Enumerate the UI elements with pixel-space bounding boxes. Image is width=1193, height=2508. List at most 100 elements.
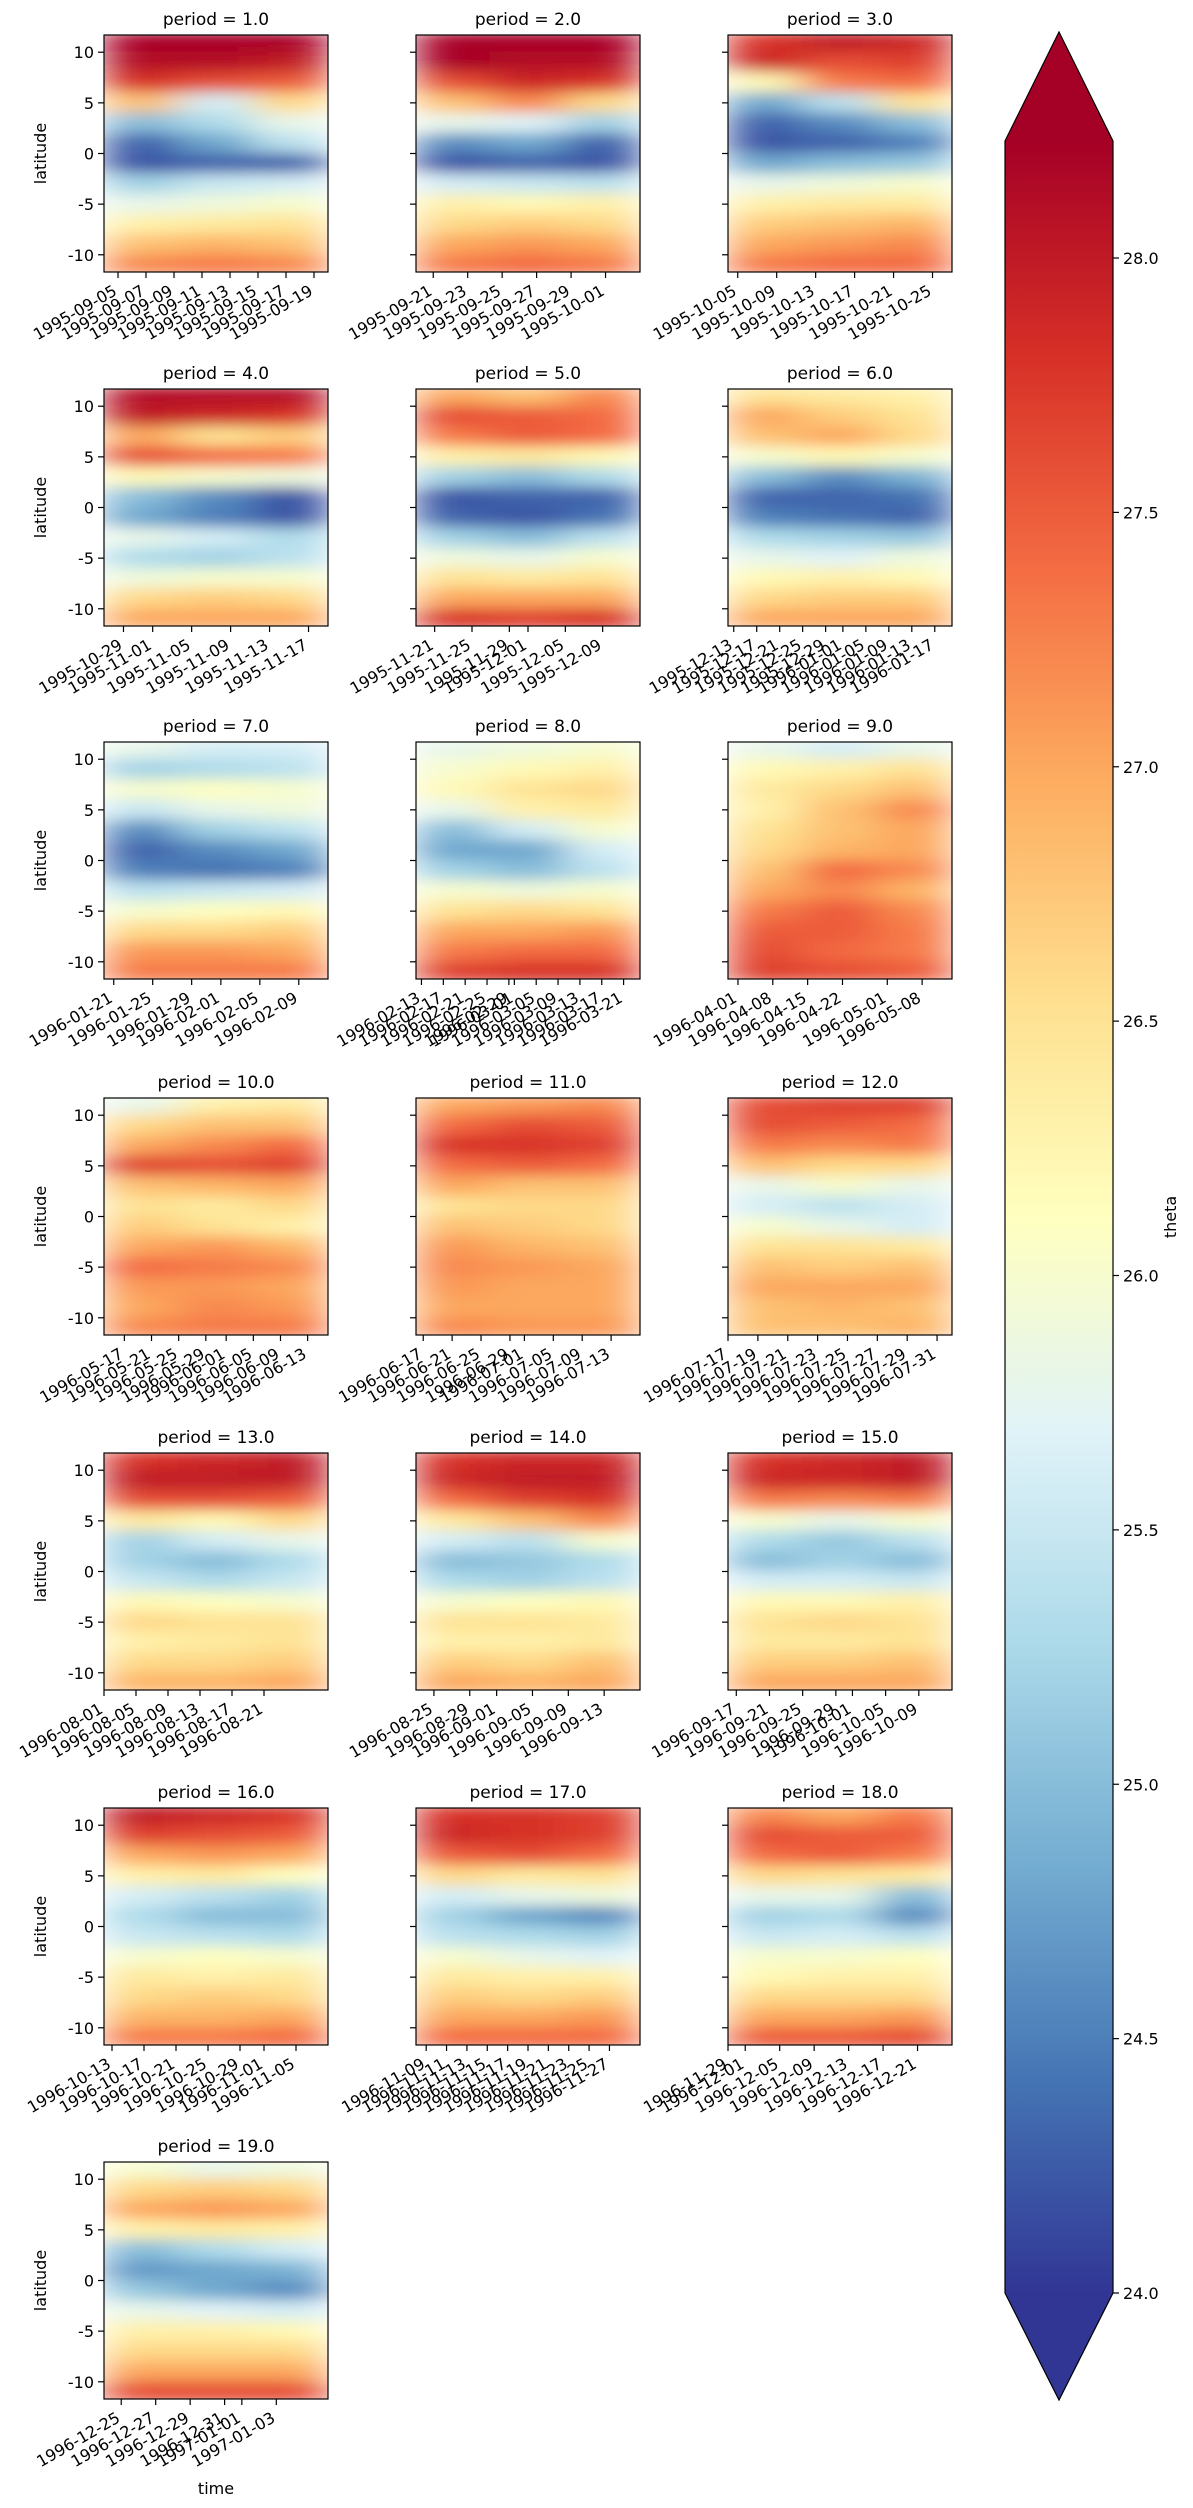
heatmap-cell: [416, 588, 492, 610]
heatmap-cell: [490, 860, 566, 882]
heatmap-cell: [104, 2162, 180, 2180]
heatmap-cell: [876, 1216, 952, 1238]
heatmap-cell: [178, 1946, 254, 1968]
heatmap-cell: [728, 2007, 804, 2029]
heatmap-cell: [416, 1134, 492, 1157]
heatmap-cell: [178, 2239, 254, 2261]
panel: [104, 1453, 328, 1690]
heatmap-cell: [728, 1885, 804, 1907]
heatmap-cell: [416, 1672, 492, 1690]
heatmap-cell: [876, 1571, 952, 1593]
heatmap-cell: [104, 1844, 180, 1867]
heatmap-cell: [564, 193, 640, 215]
y-tick-label: 5: [84, 1867, 94, 1886]
panel: [728, 1808, 952, 2045]
heatmap-cell: [802, 466, 878, 488]
heatmap-cell: [252, 527, 328, 549]
heatmap-cell: [802, 51, 878, 73]
heatmap-cell: [802, 860, 878, 882]
heatmap-cell: [728, 920, 804, 943]
heatmap-cell: [802, 1256, 878, 1278]
heatmap-cell: [728, 1489, 804, 1512]
heatmap-cell: [728, 819, 804, 841]
heatmap-cell: [416, 1966, 492, 1988]
heatmap-cell: [178, 1926, 254, 1948]
heatmap-cell: [178, 1966, 254, 1988]
heatmap-cell: [490, 567, 566, 590]
panel: [416, 35, 640, 272]
heatmap-cell: [104, 1114, 180, 1136]
y-tick-label: -10: [68, 2373, 94, 2392]
heatmap-cell: [802, 1808, 878, 1826]
panel: [728, 389, 952, 626]
heatmap-cell: [490, 608, 566, 626]
colorbar-label: theta: [1161, 1196, 1180, 1238]
heatmap-cell: [802, 758, 878, 780]
panel: [416, 1098, 640, 1335]
heatmap-cell: [728, 132, 804, 154]
heatmap-cell: [490, 547, 566, 569]
heatmap-cell: [728, 446, 804, 468]
heatmap-cell: [564, 799, 640, 821]
heatmap-cell: [490, 1134, 566, 1157]
heatmap-cell: [178, 1652, 254, 1674]
heatmap-cell: [802, 1591, 878, 1613]
heatmap-cell: [876, 527, 952, 549]
heatmap-cell: [728, 1276, 804, 1299]
y-tick-label: 0: [84, 1208, 94, 1227]
heatmap-cell: [104, 839, 180, 861]
heatmap-cell: [252, 2007, 328, 2029]
y-tick-label: -5: [78, 1613, 94, 1632]
y-axis-label: latitude: [31, 1896, 50, 1957]
heatmap-cell: [728, 173, 804, 195]
heatmap-cell: [104, 608, 180, 626]
heatmap-cell: [728, 425, 804, 448]
heatmap-cell: [252, 35, 328, 53]
heatmap-cell: [490, 234, 566, 256]
heatmap-cell: [728, 92, 804, 114]
heatmap-cell: [178, 1453, 254, 1471]
heatmap-cell: [416, 2007, 492, 2029]
heatmap-cell: [876, 35, 952, 53]
heatmap-cell: [416, 1571, 492, 1593]
heatmap-cell: [490, 1986, 566, 2009]
heatmap-cell: [178, 132, 254, 154]
heatmap-cell: [490, 758, 566, 780]
heatmap-cell: [252, 2340, 328, 2363]
heatmap-cell: [490, 132, 566, 154]
heatmap-cell: [104, 941, 180, 963]
heatmap-cell: [802, 778, 878, 801]
y-axis-label: latitude: [31, 477, 50, 538]
panel-title: period = 17.0: [469, 1783, 586, 1803]
heatmap-cell: [876, 1652, 952, 1674]
heatmap-cell: [252, 1905, 328, 1927]
y-tick-label: 10: [74, 397, 94, 416]
colorbar-tick-label: 26.0: [1123, 1267, 1159, 1286]
heatmap-cell: [416, 2027, 492, 2045]
heatmap-cell: [178, 1986, 254, 2009]
heatmap-cell: [178, 1195, 254, 1217]
heatmap-cell: [564, 920, 640, 943]
heatmap-cell: [802, 173, 878, 195]
colorbar-tick-label: 24.0: [1123, 2284, 1159, 2303]
y-tick-label: 0: [84, 145, 94, 164]
heatmap-cell: [802, 2007, 878, 2029]
heatmap-cell: [876, 486, 952, 508]
heatmap-cell: [802, 527, 878, 549]
heatmap-cell: [490, 92, 566, 114]
heatmap-cell: [104, 2219, 180, 2241]
heatmap-cell: [104, 1489, 180, 1512]
heatmap-cell: [104, 466, 180, 488]
heatmap-cell: [252, 425, 328, 448]
heatmap-cell: [876, 1966, 952, 1988]
heatmap-cell: [802, 588, 878, 610]
heatmap-cell: [252, 2178, 328, 2200]
heatmap-cell: [252, 2259, 328, 2281]
heatmap-cell: [104, 1453, 180, 1471]
heatmap-cell: [802, 1530, 878, 1552]
y-tick-label: -10: [68, 246, 94, 265]
heatmap-cell: [252, 941, 328, 963]
heatmap: [416, 389, 640, 626]
heatmap-cell: [876, 71, 952, 94]
heatmap-cell: [252, 51, 328, 73]
